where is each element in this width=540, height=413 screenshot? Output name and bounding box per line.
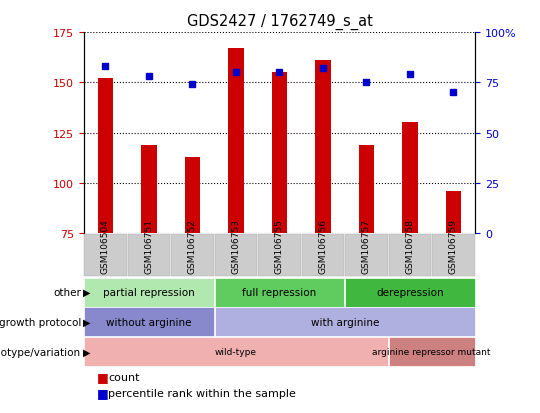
Text: arginine repressor mutant: arginine repressor mutant — [373, 347, 491, 356]
Bar — [272, 73, 287, 233]
Text: percentile rank within the sample: percentile rank within the sample — [108, 388, 296, 398]
Text: partial repression: partial repression — [103, 287, 195, 297]
Text: wild-type: wild-type — [215, 347, 257, 356]
Text: ■: ■ — [97, 370, 109, 384]
Text: GSM106753: GSM106753 — [232, 218, 240, 273]
Bar — [446, 191, 461, 233]
Text: ▶: ▶ — [83, 287, 90, 297]
Text: GSM106752: GSM106752 — [188, 218, 197, 273]
Text: with arginine: with arginine — [310, 317, 379, 327]
Bar — [141, 145, 157, 233]
Text: GSM106757: GSM106757 — [362, 218, 371, 273]
Bar — [402, 123, 417, 233]
Text: growth protocol: growth protocol — [0, 317, 81, 327]
Bar — [185, 157, 200, 233]
Text: GSM106759: GSM106759 — [449, 218, 458, 273]
Text: GSM106758: GSM106758 — [406, 218, 415, 273]
Text: genotype/variation: genotype/variation — [0, 347, 81, 357]
Text: ▶: ▶ — [83, 317, 90, 327]
Text: derepression: derepression — [376, 287, 444, 297]
Text: full repression: full repression — [242, 287, 316, 297]
Text: GSM106756: GSM106756 — [319, 218, 327, 273]
Text: count: count — [108, 372, 139, 382]
Bar — [359, 145, 374, 233]
Text: ■: ■ — [97, 386, 109, 399]
Text: GSM106504: GSM106504 — [101, 218, 110, 273]
Text: ▶: ▶ — [83, 347, 90, 357]
Bar — [315, 61, 330, 233]
Text: GSM106751: GSM106751 — [145, 218, 153, 273]
Text: without arginine: without arginine — [106, 317, 192, 327]
Title: GDS2427 / 1762749_s_at: GDS2427 / 1762749_s_at — [186, 14, 373, 30]
Bar — [98, 79, 113, 233]
Bar — [228, 49, 244, 233]
Text: other: other — [53, 287, 81, 297]
Text: GSM106755: GSM106755 — [275, 218, 284, 273]
